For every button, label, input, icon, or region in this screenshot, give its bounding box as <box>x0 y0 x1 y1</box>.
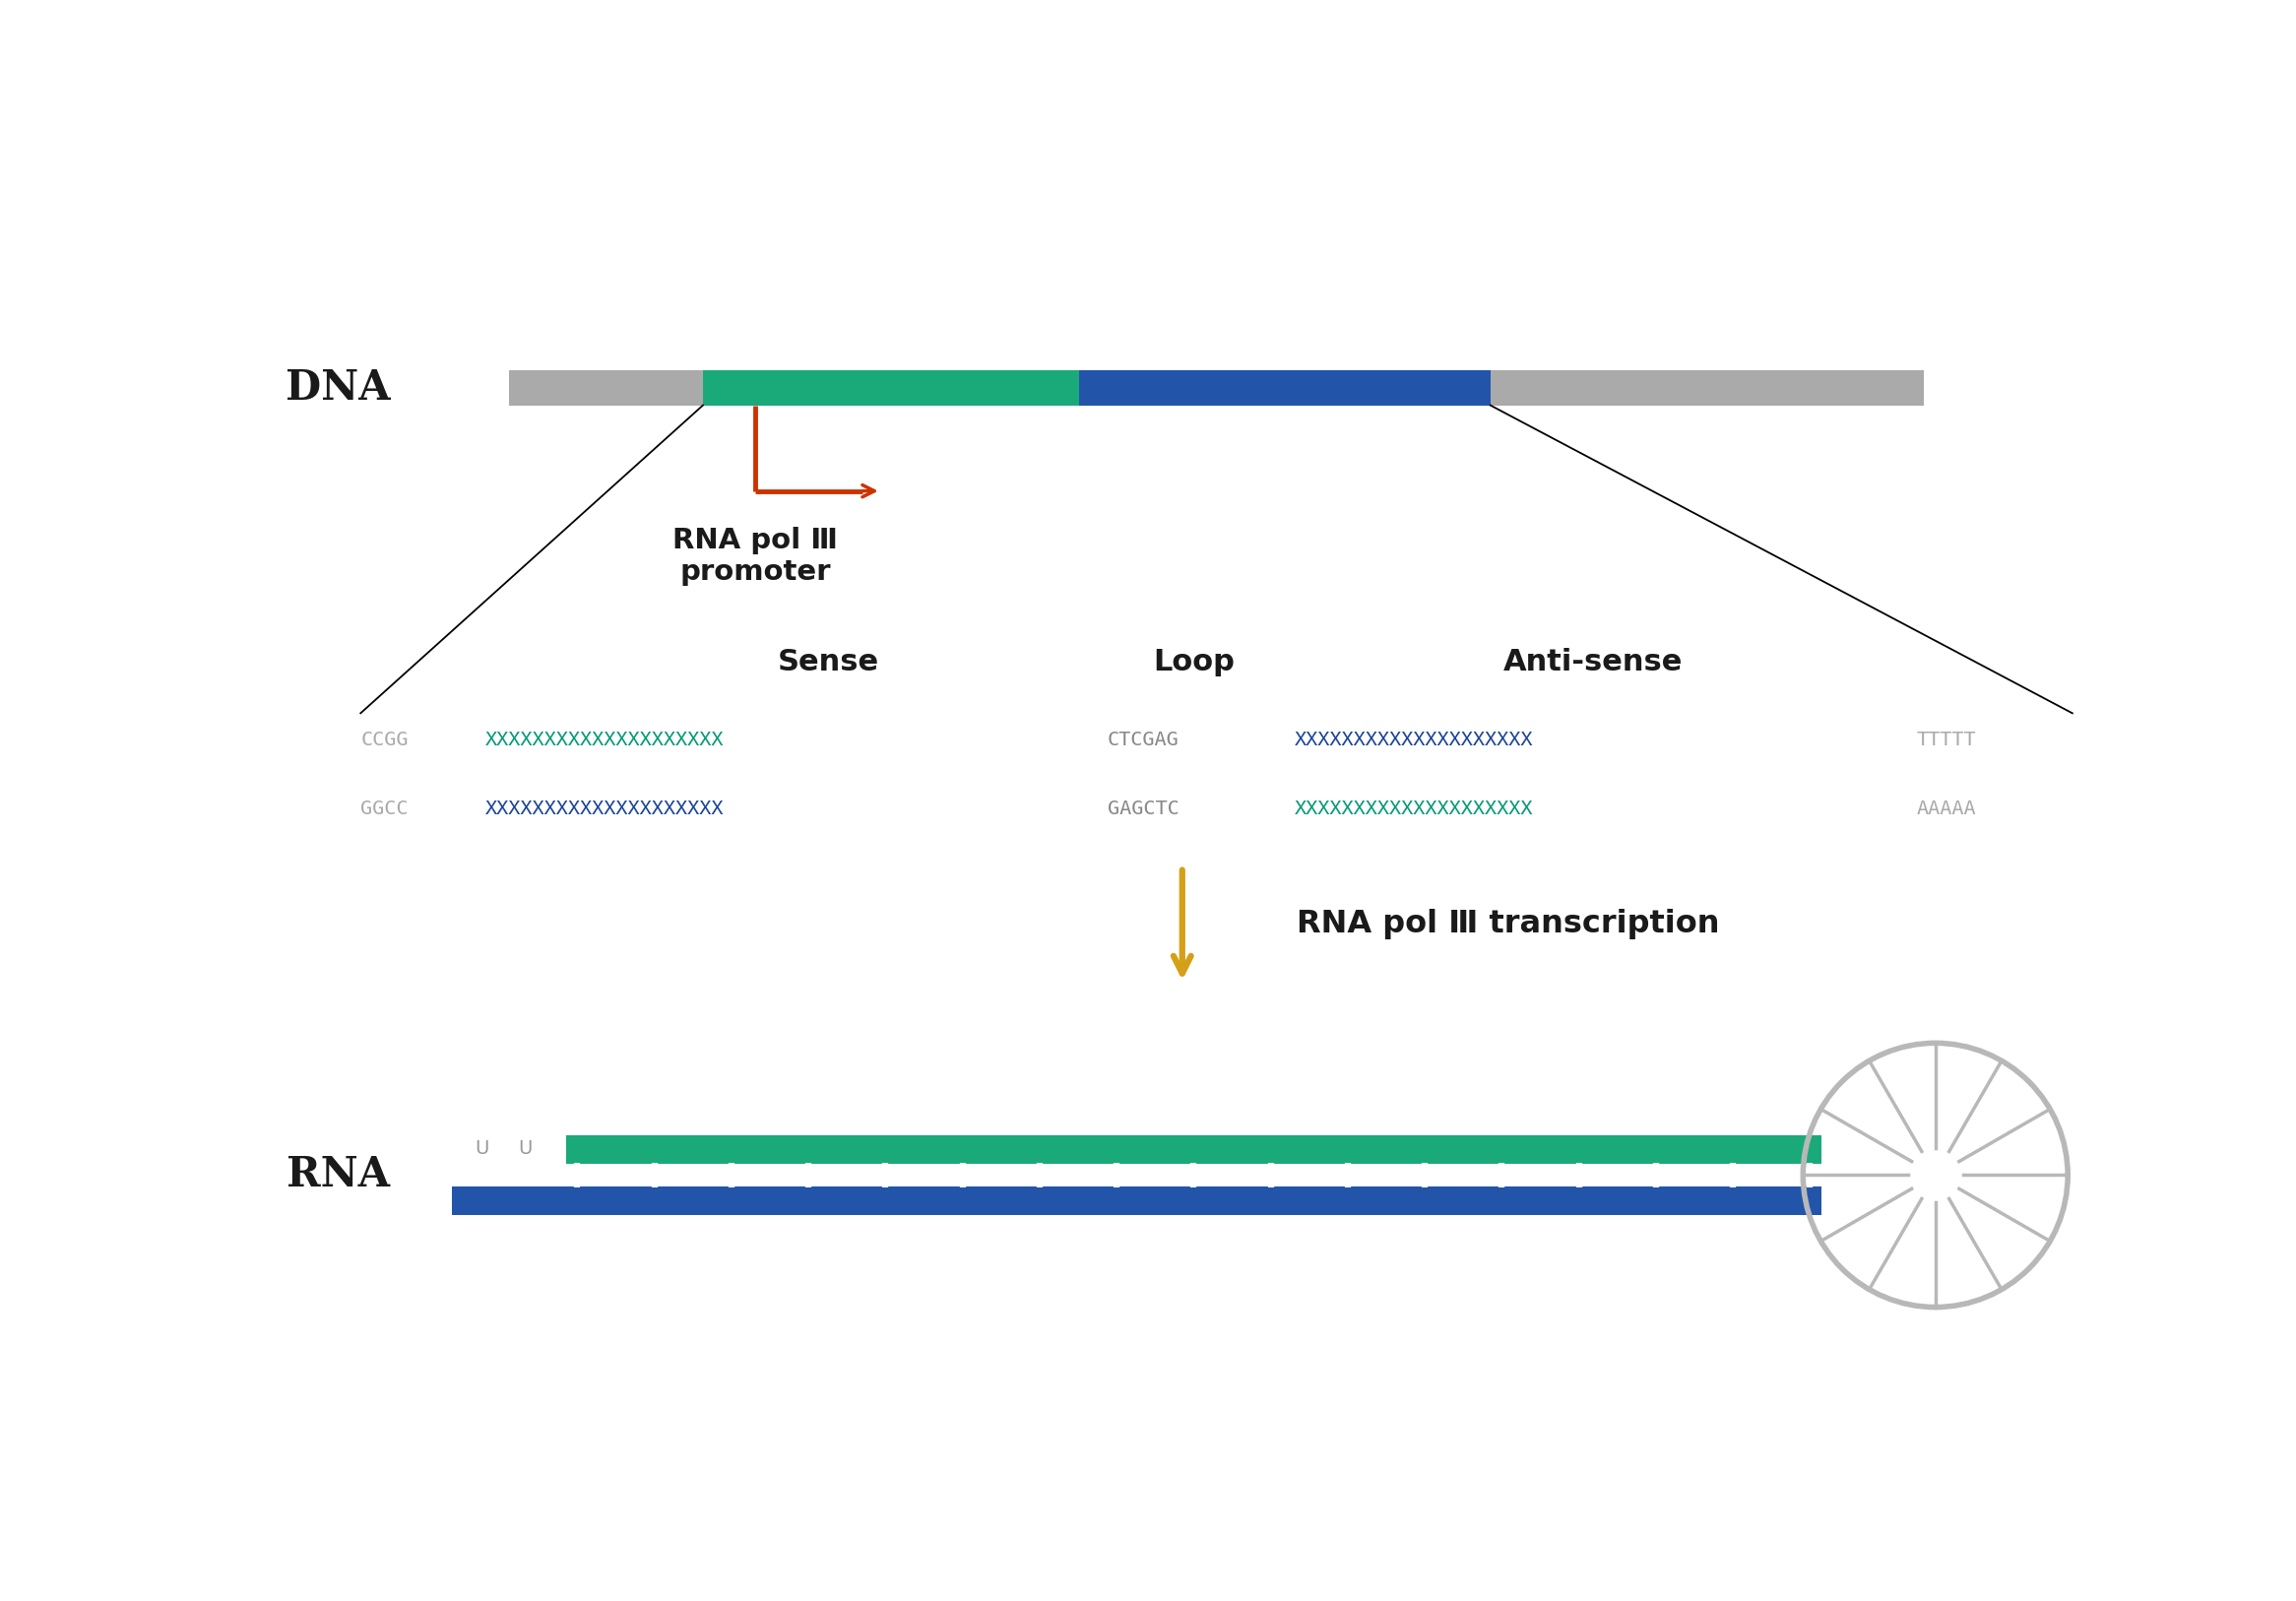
Text: XXXXXXXXXXXXXXXXXXXX: XXXXXXXXXXXXXXXXXXXX <box>1295 799 1534 818</box>
Text: Loop: Loop <box>1153 648 1235 677</box>
Text: U: U <box>475 1138 489 1158</box>
Bar <box>452 1186 1821 1215</box>
Text: XXXXXXXXXXXXXXXXXXXX: XXXXXXXXXXXXXXXXXXXX <box>484 730 723 749</box>
Text: XXXXXXXXXXXXXXXXXXXX: XXXXXXXXXXXXXXXXXXXX <box>1295 730 1534 749</box>
Bar <box>567 1135 1821 1164</box>
Text: DNA: DNA <box>285 367 390 408</box>
Text: XXXXXXXXXXXXXXXXXXXX: XXXXXXXXXXXXXXXXXXXX <box>484 799 723 818</box>
Bar <box>1490 370 1924 405</box>
Text: RNA: RNA <box>287 1154 390 1196</box>
Bar <box>703 370 1079 405</box>
Text: RNA pol Ⅲ
promoter: RNA pol Ⅲ promoter <box>673 527 838 586</box>
Text: TTTTT: TTTTT <box>1917 730 1977 749</box>
Text: U: U <box>519 1138 533 1158</box>
Text: CTCGAG: CTCGAG <box>1107 730 1180 749</box>
Bar <box>510 370 703 405</box>
Text: Anti-sense: Anti-sense <box>1504 648 1683 677</box>
Text: GAGCTC: GAGCTC <box>1107 799 1180 818</box>
Text: CCGG: CCGG <box>360 730 409 749</box>
Text: Sense: Sense <box>778 648 879 677</box>
Text: AAAAA: AAAAA <box>1917 799 1977 818</box>
Bar <box>1079 370 1490 405</box>
Text: RNA pol Ⅲ transcription: RNA pol Ⅲ transcription <box>1297 909 1720 940</box>
Text: GGCC: GGCC <box>360 799 409 818</box>
